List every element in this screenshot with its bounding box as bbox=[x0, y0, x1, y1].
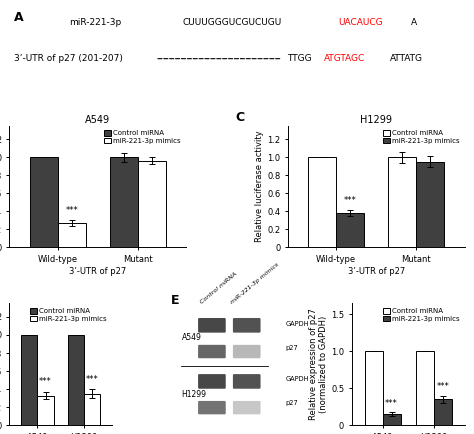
X-axis label: 3’-UTR of p27: 3’-UTR of p27 bbox=[69, 267, 126, 276]
Text: p27: p27 bbox=[285, 345, 298, 352]
Bar bbox=[84, 394, 100, 425]
Text: ***: *** bbox=[39, 378, 52, 387]
Text: miR-221-3p mimics: miR-221-3p mimics bbox=[230, 261, 280, 305]
Legend: Control miRNA, miR-221-3p mimics: Control miRNA, miR-221-3p mimics bbox=[29, 307, 109, 323]
Legend: Control miRNA, miR-221-3p mimics: Control miRNA, miR-221-3p mimics bbox=[382, 129, 461, 145]
Text: 3’-UTR of p27 (201-207): 3’-UTR of p27 (201-207) bbox=[14, 54, 123, 63]
Text: ***: *** bbox=[65, 206, 78, 215]
Bar bbox=[37, 395, 54, 425]
Bar bbox=[57, 223, 86, 247]
Text: H1299: H1299 bbox=[182, 390, 207, 399]
Bar bbox=[383, 414, 401, 425]
Text: E: E bbox=[171, 294, 179, 307]
Bar bbox=[416, 352, 434, 425]
Bar bbox=[109, 157, 138, 247]
Bar bbox=[138, 161, 166, 247]
Bar bbox=[434, 399, 452, 425]
Text: ***: *** bbox=[385, 398, 398, 408]
Text: A549: A549 bbox=[182, 333, 201, 342]
Title: H1299: H1299 bbox=[360, 115, 392, 125]
Text: miR-221-3p: miR-221-3p bbox=[69, 18, 121, 26]
Title: A549: A549 bbox=[85, 115, 110, 125]
Text: UACAUCG: UACAUCG bbox=[338, 18, 383, 26]
Text: ***: *** bbox=[86, 375, 99, 384]
Text: A: A bbox=[410, 18, 417, 26]
Bar bbox=[29, 157, 57, 247]
Text: ***: *** bbox=[437, 382, 449, 391]
Text: ATTATG: ATTATG bbox=[390, 54, 423, 63]
FancyBboxPatch shape bbox=[198, 318, 226, 332]
Bar bbox=[417, 162, 445, 247]
Text: CUUUGGGUCGUCUGU: CUUUGGGUCGUCUGU bbox=[182, 18, 282, 26]
Text: p27: p27 bbox=[285, 401, 298, 406]
Text: GAPDH: GAPDH bbox=[285, 376, 309, 382]
FancyBboxPatch shape bbox=[198, 345, 226, 358]
Legend: Control miRNA, miR-221-3p mimics: Control miRNA, miR-221-3p mimics bbox=[103, 129, 182, 145]
Legend: Control miRNA, miR-221-3p mimics: Control miRNA, miR-221-3p mimics bbox=[382, 307, 461, 323]
Y-axis label: Relative expression of p27
(normalized to GAPDH): Relative expression of p27 (normalized t… bbox=[309, 309, 328, 420]
Text: ATGTAGC: ATGTAGC bbox=[324, 54, 365, 63]
Bar bbox=[388, 157, 417, 247]
Bar bbox=[365, 352, 383, 425]
FancyBboxPatch shape bbox=[198, 401, 226, 414]
FancyBboxPatch shape bbox=[233, 401, 261, 414]
Text: Control miRNA: Control miRNA bbox=[199, 271, 237, 305]
FancyBboxPatch shape bbox=[198, 374, 226, 389]
FancyBboxPatch shape bbox=[233, 318, 261, 332]
Text: C: C bbox=[235, 111, 245, 124]
X-axis label: 3’-UTR of p27: 3’-UTR of p27 bbox=[348, 267, 405, 276]
Text: TTGG: TTGG bbox=[287, 54, 312, 63]
Text: A: A bbox=[14, 10, 24, 23]
Bar bbox=[21, 335, 37, 425]
FancyBboxPatch shape bbox=[233, 345, 261, 358]
Bar bbox=[68, 335, 84, 425]
Text: GAPDH: GAPDH bbox=[285, 321, 309, 327]
Text: ***: *** bbox=[344, 196, 356, 205]
FancyBboxPatch shape bbox=[233, 374, 261, 389]
Bar bbox=[336, 213, 365, 247]
Y-axis label: Relative luciferase activity: Relative luciferase activity bbox=[255, 131, 264, 242]
Bar bbox=[308, 157, 336, 247]
